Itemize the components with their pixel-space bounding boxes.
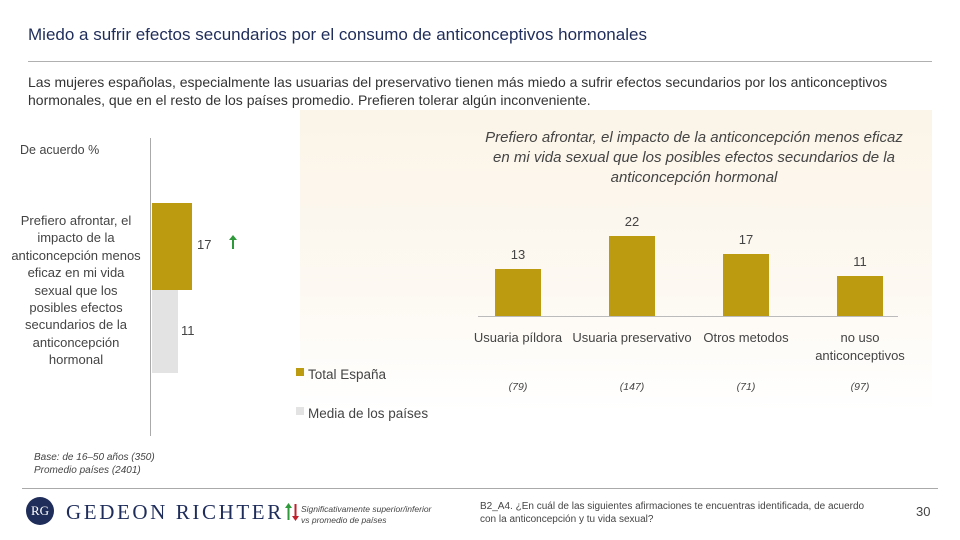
segment-value-3: 17: [738, 232, 754, 248]
footer-divider: [22, 488, 938, 489]
bar-media-paises: [152, 290, 178, 373]
segment-base-2: (147): [619, 381, 645, 393]
base-note: Base: de 16–50 años (350) Promedio paíse…: [34, 451, 155, 477]
legend-label-total-espana: Total España: [308, 367, 387, 382]
legend-item-media-paises: Media de los países: [296, 405, 428, 422]
segment-base-4: (97): [850, 381, 870, 393]
significance-note: Significativamente superior/inferior vs …: [301, 504, 431, 526]
segment-category-1: Usuaria píldora: [473, 330, 563, 345]
segment-value-2: 22: [624, 213, 640, 229]
y-axis-caption: De acuerdo %: [20, 143, 100, 157]
segment-value-4: 11: [853, 253, 867, 269]
left-category-label: Prefiero afrontar, el impacto de la anti…: [11, 213, 141, 368]
legend-swatch-gray: [296, 407, 304, 415]
intro-text: Las mujeres españolas, especialmente las…: [28, 74, 888, 108]
segment-base-3: (71): [736, 381, 756, 393]
title-divider: [28, 61, 932, 62]
legend-item-total-espana: Total España: [296, 366, 386, 383]
segment-bar-2: [609, 235, 655, 316]
bar-total-espana: [152, 203, 192, 290]
base-note-line-2: Promedio países (2401): [34, 465, 141, 476]
segment-category-4: no uso anticonceptivos: [815, 330, 905, 363]
significance-arrows-icon: [285, 503, 299, 521]
segment-chart-title: Prefiero afrontar, el impacto de la anti…: [485, 129, 903, 186]
legend-swatch-gold: [296, 368, 304, 376]
segment-base-1: (79): [508, 381, 528, 393]
base-note-line-1: Base: de 16–50 años (350): [34, 452, 155, 463]
segment-category-3: Otros metodos: [703, 330, 789, 345]
page-title: Miedo a sufrir efectos secundarios por e…: [28, 25, 647, 44]
value-total-espana: 17: [197, 237, 212, 252]
gedeon-richter-logo-mark: RG: [26, 497, 54, 525]
legend-label-media-paises: Media de los países: [308, 406, 429, 421]
significance-note-line-1: Significativamente superior/inferior: [301, 504, 432, 514]
segment-value-1: 13: [510, 246, 526, 262]
segment-category-2: Usuaria preservativo: [572, 330, 692, 345]
survey-question: B2_A4. ¿En cuál de las siguientes afirma…: [480, 501, 865, 525]
arrow-up-icon: [229, 235, 237, 249]
segment-chart-baseline: [478, 316, 898, 317]
page-number: 30: [916, 504, 931, 519]
segment-bar-4: [837, 275, 883, 316]
value-media-paises: 11: [181, 323, 195, 338]
left-y-axis: [150, 138, 151, 436]
segment-bar-1: [495, 268, 541, 316]
significance-note-line-2: vs promedio de países: [301, 515, 387, 525]
gedeon-richter-logo-text: GEDEON RICHTER: [66, 500, 284, 524]
segment-bar-3: [723, 254, 769, 316]
